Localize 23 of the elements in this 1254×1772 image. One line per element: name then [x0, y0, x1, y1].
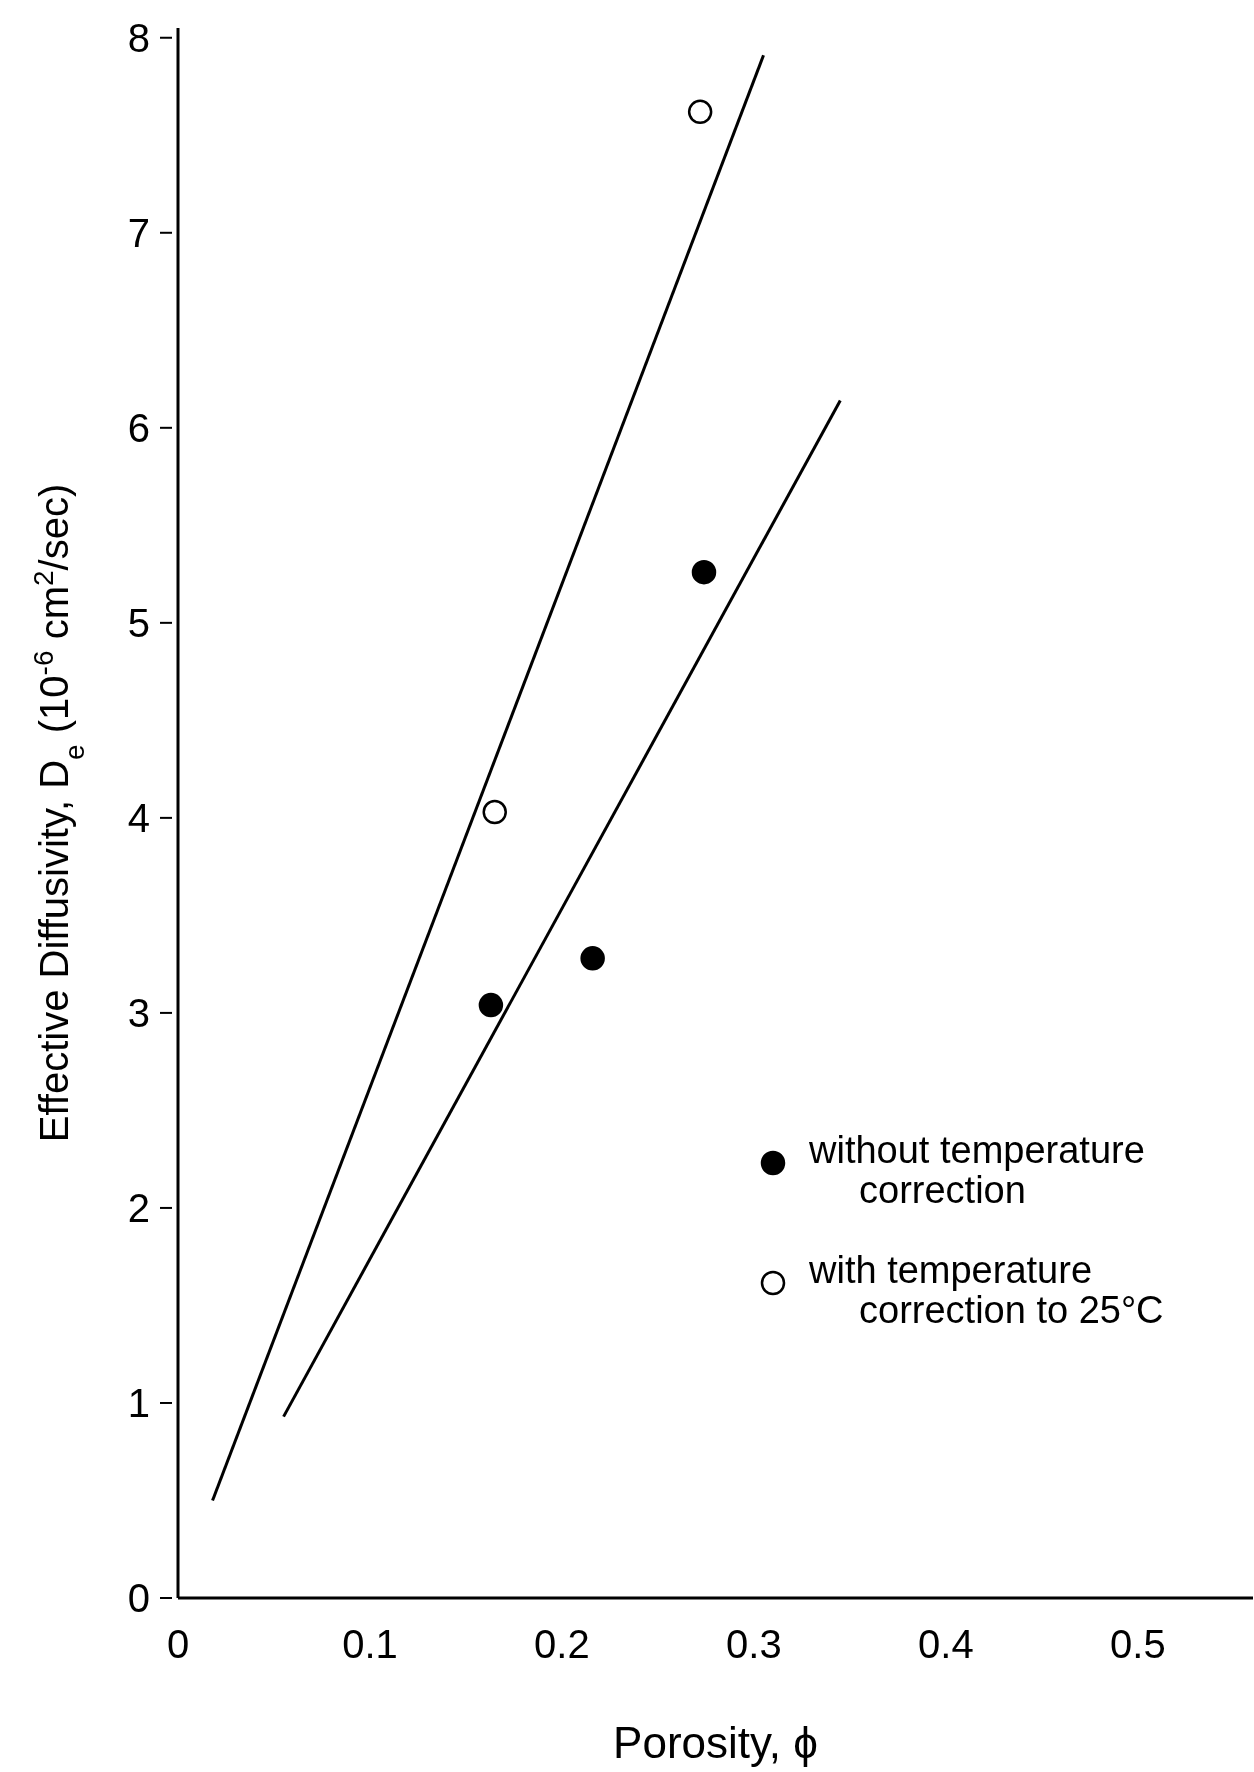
point — [482, 799, 507, 825]
x-tick-label: 0 — [166, 1622, 190, 1666]
x-tick-label: 0.4 — [918, 1622, 974, 1666]
y-tick-label: 6 — [127, 405, 150, 450]
legend-label: with temperature correction to 25°C — [808, 1249, 1164, 1331]
x-tick-label: 0.1 — [342, 1622, 398, 1666]
y-tick-label: 5 — [127, 600, 150, 645]
x-tick-label: 0.5 — [1110, 1622, 1166, 1666]
y-tick-label: 4 — [127, 795, 150, 840]
point — [580, 946, 605, 971]
point — [691, 559, 717, 585]
x-axis-title: Porosity, ϕ — [613, 1718, 818, 1767]
point — [687, 99, 713, 125]
x-tick-label: 0.3 — [726, 1622, 782, 1666]
y-tick-label: 1 — [127, 1380, 150, 1425]
y-tick-label: 0 — [127, 1576, 150, 1620]
y-tick-label: 7 — [127, 210, 150, 255]
legend-label: without temperature correction — [808, 1129, 1145, 1211]
y-tick-label: 2 — [127, 1185, 150, 1230]
x-tick-label: 0.2 — [534, 1622, 590, 1666]
y-tick-label: 8 — [127, 15, 150, 60]
y-tick-label: 3 — [127, 990, 150, 1035]
point — [478, 992, 504, 1018]
